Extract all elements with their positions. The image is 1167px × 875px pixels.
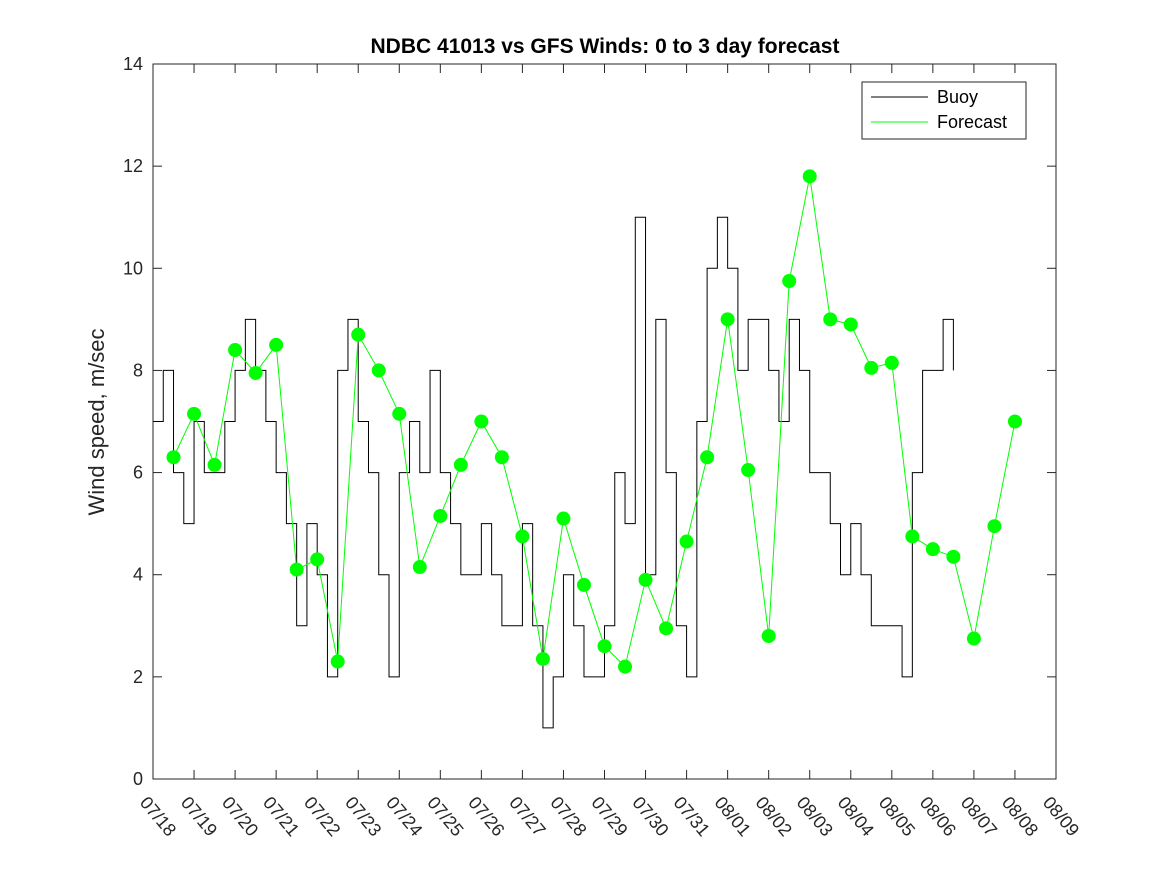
y-axis-label: Wind speed, m/sec (84, 328, 109, 515)
y-tick-label: 12 (123, 156, 143, 176)
x-tick-label: 07/29 (587, 793, 631, 840)
x-tick-label: 08/07 (957, 793, 1001, 840)
x-tick-label: 07/31 (670, 793, 714, 840)
legend-forecast-label: Forecast (937, 112, 1007, 132)
x-tick-label: 07/27 (505, 793, 549, 840)
axes: 0246810121407/1807/1907/2007/2107/2207/2… (123, 54, 1083, 840)
x-tick-label: 08/01 (711, 793, 755, 840)
x-tick-label: 07/18 (136, 793, 180, 840)
y-tick-label: 14 (123, 54, 143, 74)
x-tick-label: 07/24 (382, 793, 426, 840)
x-tick-label: 07/28 (546, 793, 590, 840)
x-tick-label: 07/20 (218, 793, 262, 840)
x-tick-label: 07/30 (628, 793, 672, 840)
forecast-series-line (173, 176, 1016, 668)
x-tick-label: 07/25 (423, 793, 467, 840)
buoy-series-line (153, 216, 954, 729)
x-tick-label: 08/06 (916, 793, 960, 840)
x-tick-label: 07/19 (177, 793, 221, 840)
y-tick-label: 10 (123, 258, 143, 278)
x-tick-label: 07/23 (341, 793, 385, 840)
legend-buoy-label: Buoy (937, 87, 978, 107)
y-tick-label: 4 (133, 565, 143, 585)
y-tick-label: 6 (133, 463, 143, 483)
y-tick-label: 0 (133, 769, 143, 789)
x-tick-label: 08/03 (793, 793, 837, 840)
x-tick-label: 08/08 (998, 793, 1042, 840)
plot-area (153, 169, 1022, 729)
x-tick-label: 07/22 (300, 793, 344, 840)
legend-box (861, 81, 1027, 140)
x-tick-label: 08/04 (834, 793, 878, 840)
y-tick-label: 8 (133, 360, 143, 380)
x-tick-label: 07/26 (464, 793, 508, 840)
x-tick-label: 08/02 (752, 793, 796, 840)
x-tick-label: 08/09 (1039, 793, 1083, 840)
chart-title: NDBC 41013 vs GFS Winds: 0 to 3 day fore… (371, 35, 840, 58)
x-tick-label: 08/05 (875, 793, 919, 840)
y-tick-label: 2 (133, 667, 143, 687)
x-tick-label: 07/21 (259, 793, 303, 840)
legend: Buoy Forecast (861, 81, 1027, 140)
